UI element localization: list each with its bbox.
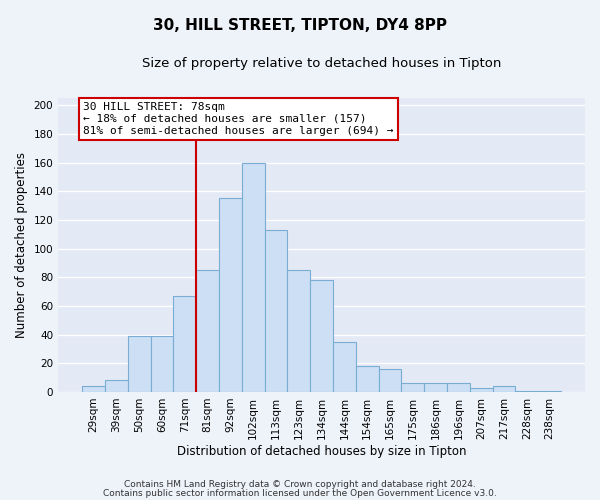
X-axis label: Distribution of detached houses by size in Tipton: Distribution of detached houses by size … [177, 444, 466, 458]
Bar [196, 270, 219, 392]
Bar [173, 296, 196, 392]
Text: 30, HILL STREET, TIPTON, DY4 8PP: 30, HILL STREET, TIPTON, DY4 8PP [153, 18, 447, 32]
Bar [128, 336, 151, 392]
Bar [447, 384, 470, 392]
Bar [310, 280, 333, 392]
Bar [424, 384, 447, 392]
Bar [219, 198, 242, 392]
Text: Contains public sector information licensed under the Open Government Licence v3: Contains public sector information licen… [103, 488, 497, 498]
Bar [470, 388, 493, 392]
Bar [356, 366, 379, 392]
Bar [287, 270, 310, 392]
Bar [515, 390, 538, 392]
Bar [333, 342, 356, 392]
Bar [105, 380, 128, 392]
Bar [379, 369, 401, 392]
Bar [151, 336, 173, 392]
Text: 30 HILL STREET: 78sqm
← 18% of detached houses are smaller (157)
81% of semi-det: 30 HILL STREET: 78sqm ← 18% of detached … [83, 102, 394, 136]
Text: Contains HM Land Registry data © Crown copyright and database right 2024.: Contains HM Land Registry data © Crown c… [124, 480, 476, 489]
Bar [401, 384, 424, 392]
Bar [265, 230, 287, 392]
Bar [493, 386, 515, 392]
Bar [82, 386, 105, 392]
Y-axis label: Number of detached properties: Number of detached properties [15, 152, 28, 338]
Bar [538, 390, 561, 392]
Title: Size of property relative to detached houses in Tipton: Size of property relative to detached ho… [142, 58, 501, 70]
Bar [242, 162, 265, 392]
